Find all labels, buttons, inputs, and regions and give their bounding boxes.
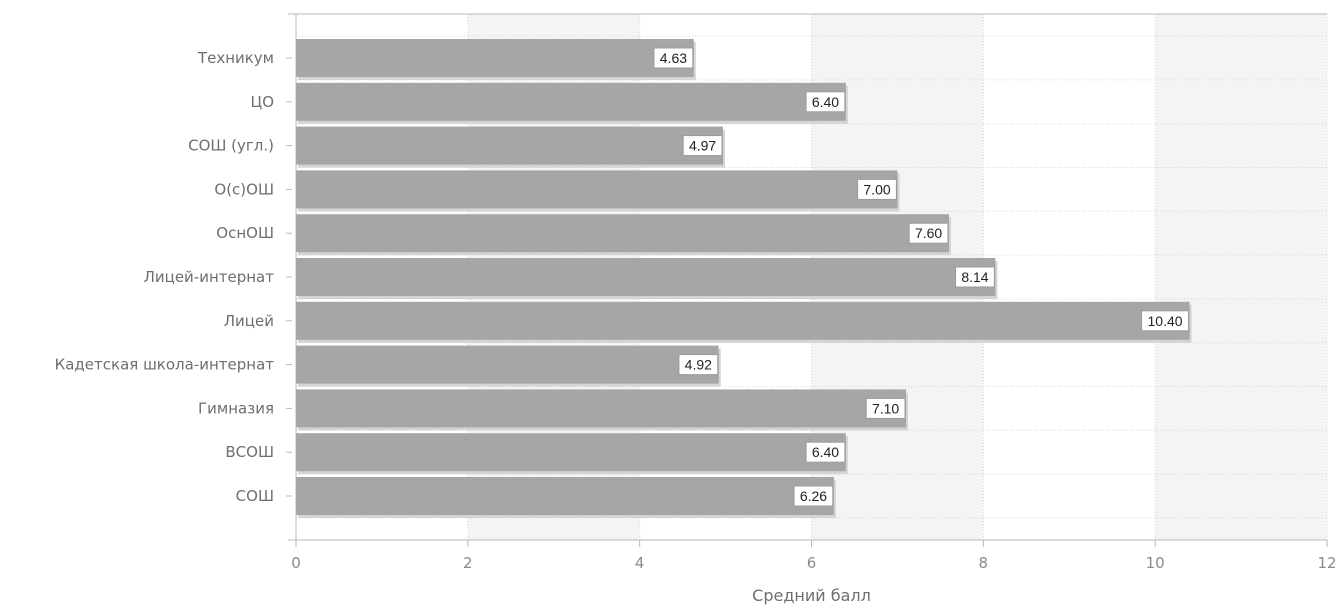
bar (296, 126, 724, 165)
x-tick-labels: 0 2 4 6 8 10 12 (291, 554, 1336, 572)
category-label: Лицей-интернат (144, 268, 275, 286)
x-tick-label: 0 (291, 554, 301, 572)
data-label-box (865, 397, 906, 419)
data-label: 4.97 (689, 138, 716, 154)
data-label: 7.00 (863, 181, 890, 197)
x-axis-title: Средний балл (752, 586, 871, 605)
category-label: ВСОШ (225, 443, 274, 461)
category-label: СОШ (236, 487, 274, 505)
bar (296, 389, 907, 428)
bar (296, 39, 694, 77)
data-label-box (793, 485, 834, 507)
bar (296, 170, 898, 209)
x-tick-label: 12 (1317, 554, 1336, 572)
bar (296, 345, 719, 384)
data-label: 6.40 (812, 94, 839, 110)
category-label: Техникум (197, 49, 274, 67)
plot-band (983, 14, 1156, 540)
data-label-box (653, 47, 694, 69)
data-label: 7.10 (872, 400, 899, 416)
data-label: 6.40 (812, 444, 839, 460)
category-label: ОснОШ (216, 224, 274, 242)
data-label: 8.14 (961, 269, 988, 285)
category-label: СОШ (угл.) (188, 137, 274, 155)
bars (296, 39, 1192, 518)
category-label: Лицей (224, 312, 274, 330)
data-label: 6.26 (800, 488, 827, 504)
bar (296, 82, 846, 121)
category-labels: Техникум ЦО СОШ (угл.) О(с)ОШ ОснОШ Лицей-инт… (55, 49, 275, 505)
bar (296, 301, 1190, 340)
x-tick-label: 10 (1146, 554, 1165, 572)
category-label: О(с)ОШ (214, 180, 274, 198)
x-tick-label: 8 (979, 554, 989, 572)
data-label-box (857, 178, 897, 200)
x-tick-label: 4 (635, 554, 645, 572)
bar (296, 477, 834, 515)
plot-band (1155, 14, 1327, 540)
data-label-box (678, 354, 719, 376)
data-label-box (955, 266, 995, 288)
category-label: ЦО (251, 93, 274, 111)
x-tick-label: 6 (807, 554, 817, 572)
data-label-box (805, 441, 846, 463)
x-tick-label: 2 (463, 554, 473, 572)
data-label-box (1141, 310, 1190, 332)
data-label: 10.40 (1148, 313, 1183, 329)
category-label: Гимназия (198, 399, 274, 417)
bar (296, 258, 996, 296)
data-label-box (805, 91, 846, 113)
data-label-box (682, 135, 723, 157)
bar (296, 214, 949, 253)
data-label: 4.63 (660, 50, 687, 66)
data-label-box (908, 222, 949, 244)
bar (296, 433, 846, 472)
data-label: 7.60 (915, 225, 942, 241)
data-labels: 4.63 6.40 4.97 7.00 7.60 8.14 10.40 4.92 7.10 6.4… (653, 47, 1190, 507)
category-label: Кадетская школа-интернат (55, 356, 275, 374)
data-label: 4.92 (685, 357, 712, 373)
